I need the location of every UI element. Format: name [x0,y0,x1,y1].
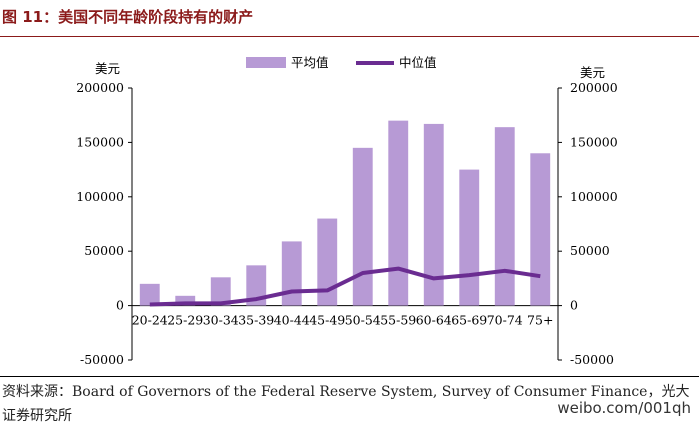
x-tick-label: 35-39 [238,313,274,328]
x-tick-label: 75+ [527,313,553,328]
left-tick-label: 0 [116,298,124,313]
x-tick-label: 20-24 [132,313,168,328]
x-tick-label: 25-29 [167,313,203,328]
bar-mean-70-74 [494,127,515,306]
bar-series-mean [139,120,551,306]
chart-legend: 平均值 中位值 [246,55,437,70]
left-tick-label: 100000 [76,189,124,204]
age-wealth-chart: 平均值 中位值 美元 美元 -50000 -50000 0 0 50000 50000 10… [76,55,617,367]
bar-mean-65-69 [459,169,480,306]
legend-swatch-mean [246,57,286,68]
source-divider [0,376,699,377]
x-tick-label: 60-64 [416,313,452,328]
legend-label-median: 中位值 [399,55,437,70]
x-tick-label: 65-69 [451,313,487,328]
left-tick-label: 50000 [84,243,124,258]
bar-mean-25-29 [175,295,196,306]
source-note: 资料来源：Board of Governors of the Federal R… [2,384,690,424]
bar-mean-45-49 [317,218,338,306]
bar-mean-30-34 [210,277,231,306]
line-series-median [149,266,541,307]
bar-mean-20-24 [139,283,160,306]
bar-mean-75+ [530,153,551,306]
left-tick-label: -50000 [80,352,124,367]
left-axis-unit: 美元 [95,61,120,76]
bar-mean-60-64 [423,123,444,306]
x-tick-label: 30-34 [203,313,239,328]
left-tick-label: 200000 [76,80,124,95]
x-tick-label: 70-74 [487,313,523,328]
right-tick-label: -50000 [570,352,614,367]
watermark: weibo.com/001qh [555,399,693,417]
x-tick-label: 40-44 [274,313,310,328]
left-tick-label: 150000 [76,134,124,149]
x-tick-label: 50-54 [345,313,381,328]
figure-header: 图 11：美国不同年龄阶段持有的财产 [0,0,699,38]
right-tick-label: 200000 [570,80,618,95]
right-tick-label: 100000 [570,189,618,204]
legend-label-mean: 平均值 [291,55,329,70]
x-axis-labels: 20-24 25-29 30-34 35-39 40-44 45-49 50-54 55-59… [132,313,554,328]
chart-axes: -50000 -50000 0 0 50000 50000 100000 100000 1500… [76,80,617,367]
title-divider [0,36,699,37]
bar-mean-40-44 [281,241,302,306]
bar-mean-55-59 [388,120,409,306]
figure-title: 图 11：美国不同年龄阶段持有的财产 [2,8,254,26]
right-tick-label: 50000 [570,243,610,258]
figure-footer: 资料来源：Board of Governors of the Federal R… [0,376,699,428]
right-tick-label: 0 [570,298,578,313]
right-axis-unit: 美元 [580,65,605,80]
x-tick-label: 55-59 [380,313,416,328]
bar-mean-50-54 [352,147,373,306]
bar-mean-35-39 [246,265,267,306]
right-tick-label: 150000 [570,134,618,149]
x-tick-label: 45-49 [309,313,345,328]
median-line [149,266,541,307]
